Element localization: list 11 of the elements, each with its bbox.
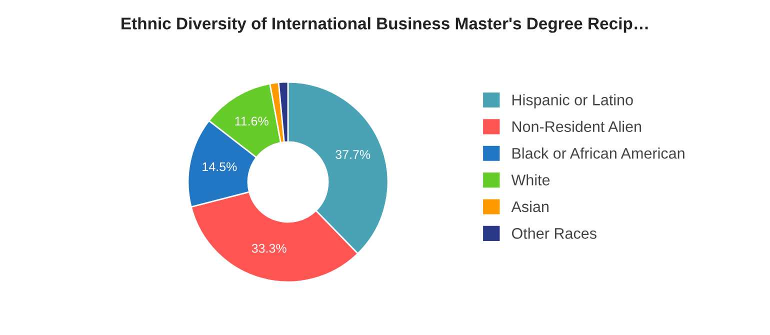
legend-label: Other Races xyxy=(512,228,596,239)
data-label: 14.5% xyxy=(202,162,237,172)
legend-label: Black or African American xyxy=(512,148,684,159)
legend-label: Asian xyxy=(511,200,548,212)
legend-label: Hispanic or Latino xyxy=(512,94,633,108)
legend-label: Non-Resident Alien xyxy=(512,120,642,132)
data-label: 11.6% xyxy=(235,116,268,126)
chart-title: Ethnic Diversity of International Business Master's Degree Recip… xyxy=(122,17,648,33)
data-label: 37.7% xyxy=(336,150,370,159)
data-label: 33.3% xyxy=(252,244,286,253)
legend-label: White xyxy=(511,174,550,186)
